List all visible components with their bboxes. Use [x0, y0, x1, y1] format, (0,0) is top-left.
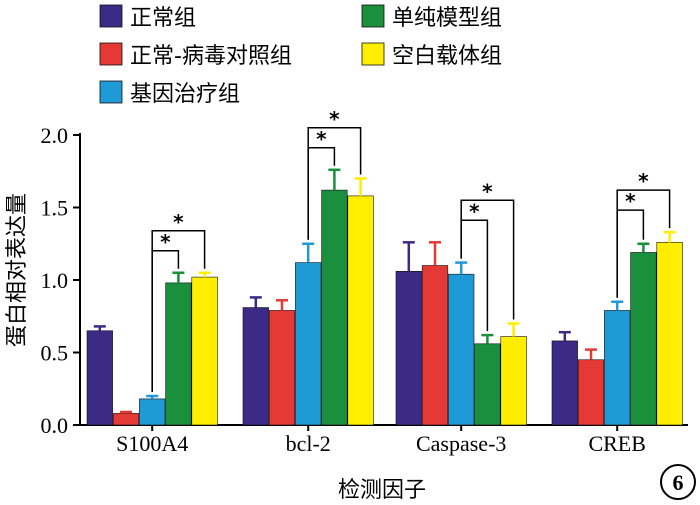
x-tick-label: Caspase-3	[416, 431, 506, 456]
bar	[295, 262, 322, 426]
plot-area: 0.0 0.5 1.0 1.5 2.0 S100A4 bcl-2 Caspase-3 CREB *…	[41, 107, 688, 456]
significance-star: *	[482, 179, 493, 203]
bar	[577, 359, 605, 426]
bar	[656, 242, 683, 426]
legend-swatch	[361, 42, 385, 66]
bar	[421, 265, 449, 426]
bar	[500, 336, 527, 426]
bar	[395, 270, 422, 426]
bar	[191, 276, 218, 426]
bar	[347, 195, 374, 426]
significance-star: *	[625, 189, 636, 213]
significance-star: *	[173, 210, 184, 234]
legend-swatch	[99, 42, 123, 66]
x-tick-label: S100A4	[116, 431, 188, 456]
bar	[112, 413, 140, 426]
figure-badge-label: 6	[673, 470, 684, 495]
legend-swatch	[361, 4, 385, 28]
x-tick-label: bcl-2	[286, 431, 331, 456]
y-tick-label: 1.0	[41, 268, 69, 293]
bar	[86, 330, 113, 426]
bar	[242, 307, 269, 426]
legend-label: 空白载体组	[392, 44, 502, 69]
significance-star: *	[316, 127, 327, 151]
significance-star: *	[329, 107, 340, 131]
x-axis-title: 检测因子	[338, 478, 426, 503]
significance-star: *	[638, 169, 649, 193]
legend-label: 正常组	[130, 6, 196, 31]
significance-bracket	[151, 230, 206, 392]
x-tick-label: CREB	[588, 431, 645, 456]
legend-swatch	[99, 4, 123, 28]
legend-swatch	[99, 80, 123, 104]
y-tick-label: 2.0	[41, 123, 69, 148]
y-tick-label: 0.5	[41, 341, 69, 366]
legend-label: 正常-病毒对照组	[130, 44, 292, 69]
bar	[474, 343, 501, 426]
bar	[448, 273, 475, 426]
significance-bracket	[460, 199, 515, 320]
bar	[551, 340, 578, 426]
y-axis-title: 蛋白相对表达量	[5, 193, 30, 347]
bar	[165, 282, 192, 426]
significance-bracket	[616, 189, 671, 298]
significance-star: *	[469, 199, 480, 223]
significance-star: *	[160, 230, 171, 254]
figure-badge-circle	[660, 464, 696, 500]
legend-label: 基因治疗组	[130, 82, 240, 107]
legend-label: 单纯模型组	[392, 6, 502, 31]
significance-bracket	[307, 127, 362, 240]
bar	[268, 310, 296, 426]
bar	[139, 398, 166, 426]
figure-badge: 6	[660, 464, 696, 500]
y-tick-label: 1.5	[41, 196, 69, 221]
bar	[630, 252, 657, 426]
y-tick-label: 0.0	[41, 413, 69, 438]
bar	[321, 189, 348, 426]
bar	[604, 310, 631, 426]
